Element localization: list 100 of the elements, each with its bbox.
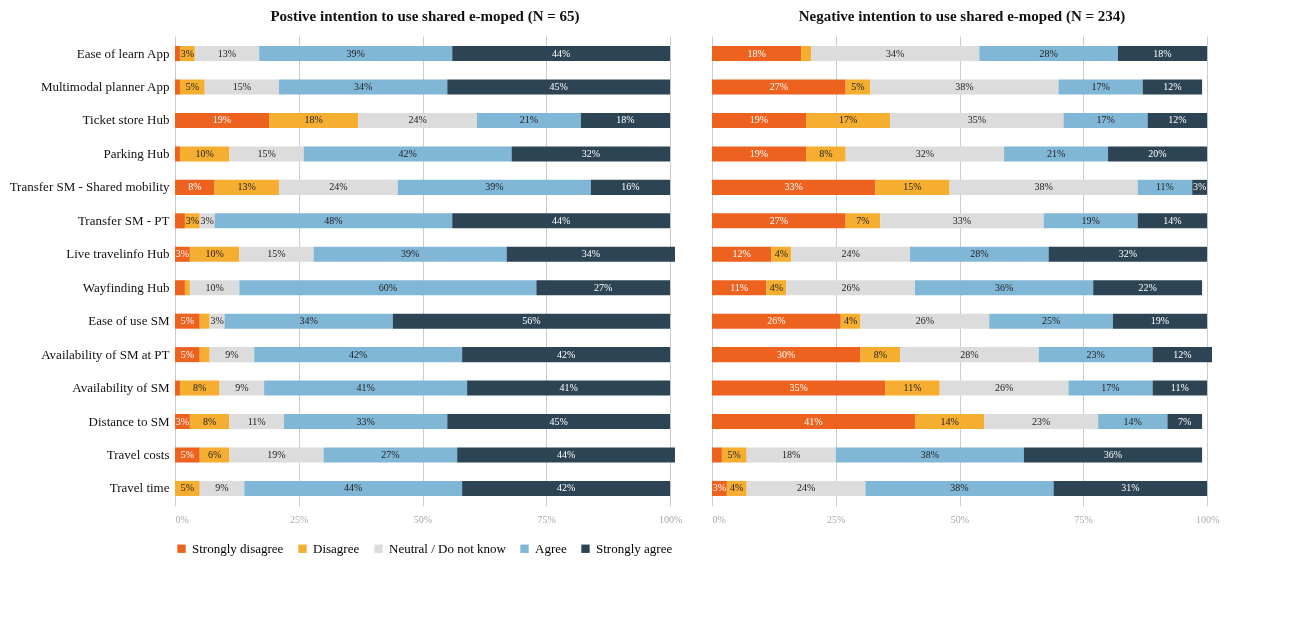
bar bbox=[806, 112, 891, 128]
data-label: 17% bbox=[838, 114, 858, 126]
y-tick-label: Live travelinfo Hub bbox=[66, 246, 170, 262]
bar bbox=[204, 79, 279, 95]
data-label: 18% bbox=[782, 448, 801, 460]
x-tick-label: 100% bbox=[658, 513, 683, 525]
bar bbox=[447, 79, 671, 95]
bar bbox=[835, 447, 1024, 463]
data-label: 26% bbox=[841, 281, 860, 293]
data-label: 15% bbox=[903, 181, 922, 193]
bar bbox=[358, 112, 477, 128]
data-label: 33% bbox=[356, 415, 375, 427]
data-label: 26% bbox=[915, 315, 935, 327]
data-label: 7% bbox=[856, 214, 870, 226]
data-label: 4% bbox=[730, 482, 744, 494]
data-label: 32% bbox=[915, 147, 935, 159]
data-label: 17% bbox=[1096, 114, 1115, 126]
bar bbox=[467, 380, 671, 396]
bar bbox=[462, 480, 671, 496]
data-label: 3% bbox=[712, 482, 727, 494]
data-label: 10% bbox=[195, 147, 214, 159]
bar bbox=[175, 280, 185, 296]
bar bbox=[264, 380, 468, 396]
bar bbox=[845, 146, 1005, 162]
data-label: 5% bbox=[180, 348, 195, 360]
data-label: 18% bbox=[1153, 47, 1172, 59]
data-label: 11% bbox=[1170, 382, 1189, 394]
bar bbox=[880, 213, 1044, 229]
bar bbox=[179, 79, 205, 95]
chart-title: Negative intention to use shared e-moped (N = 234) bbox=[798, 8, 1126, 25]
bar bbox=[269, 112, 359, 128]
data-label: 41% bbox=[559, 382, 578, 394]
bar bbox=[1058, 79, 1143, 95]
data-label: 34% bbox=[581, 248, 601, 260]
bar bbox=[1068, 380, 1153, 396]
bar bbox=[511, 146, 671, 162]
bar bbox=[303, 146, 512, 162]
data-label: 20% bbox=[1148, 147, 1167, 159]
data-label: 13% bbox=[217, 47, 237, 59]
y-tick-label: Ticket store Hub bbox=[82, 112, 170, 128]
data-label: 33% bbox=[952, 214, 972, 226]
data-label: 12% bbox=[1168, 114, 1187, 126]
bar bbox=[712, 313, 841, 329]
data-label: 5% bbox=[851, 81, 865, 93]
bar bbox=[590, 179, 671, 195]
data-label: 39% bbox=[485, 181, 504, 193]
data-label: 3% bbox=[175, 248, 190, 260]
bar bbox=[791, 246, 911, 262]
legend-label: Agree bbox=[535, 540, 567, 556]
bar bbox=[224, 313, 393, 329]
data-label: 19% bbox=[749, 114, 769, 126]
bar bbox=[239, 246, 314, 262]
data-label: 24% bbox=[796, 482, 816, 494]
bar bbox=[194, 46, 260, 62]
bar bbox=[939, 380, 1069, 396]
data-label: 4% bbox=[843, 315, 858, 327]
data-label: 14% bbox=[1123, 415, 1142, 427]
bar bbox=[452, 46, 671, 62]
data-label: 8% bbox=[188, 181, 202, 193]
bar bbox=[457, 447, 675, 463]
bar bbox=[313, 246, 507, 262]
bar bbox=[392, 313, 671, 329]
bar bbox=[283, 414, 448, 430]
y-tick-label: Transfer SM - Shared mobility bbox=[9, 179, 170, 195]
data-label: 18% bbox=[747, 47, 766, 59]
bar bbox=[1147, 112, 1208, 128]
data-label: 13% bbox=[237, 181, 256, 193]
bar bbox=[712, 79, 846, 95]
data-label: 19% bbox=[267, 448, 286, 460]
data-label: 38% bbox=[955, 81, 974, 93]
bar bbox=[278, 179, 398, 195]
bar bbox=[175, 146, 180, 162]
data-label: 34% bbox=[299, 315, 318, 327]
data-label: 44% bbox=[551, 214, 571, 226]
data-label: 15% bbox=[232, 81, 251, 93]
data-label: 36% bbox=[1103, 448, 1123, 460]
bar bbox=[712, 179, 876, 195]
legend-label: Neutral / Do not know bbox=[389, 540, 507, 556]
data-label: 18% bbox=[616, 114, 635, 126]
data-label: 45% bbox=[549, 415, 568, 427]
legend-label: Disagree bbox=[313, 540, 360, 556]
y-tick-label: Parking Hub bbox=[103, 145, 170, 161]
data-label: 32% bbox=[581, 147, 601, 159]
x-tick-label: 25% bbox=[827, 513, 846, 525]
data-label: 18% bbox=[304, 114, 323, 126]
bar bbox=[811, 46, 980, 62]
bar bbox=[786, 280, 915, 296]
data-label: 9% bbox=[235, 382, 249, 394]
bar bbox=[1023, 447, 1203, 463]
x-tick-label: 50% bbox=[950, 513, 970, 525]
data-label: 12% bbox=[732, 248, 751, 260]
y-tick-label: Availability of SM bbox=[72, 380, 170, 396]
bar bbox=[175, 79, 180, 95]
data-label: 21% bbox=[519, 114, 539, 126]
bar bbox=[712, 447, 722, 463]
bar bbox=[712, 213, 846, 229]
data-label: 15% bbox=[267, 248, 286, 260]
data-label: 10% bbox=[205, 248, 224, 260]
data-label: 3% bbox=[210, 315, 224, 327]
bar bbox=[1152, 347, 1212, 363]
